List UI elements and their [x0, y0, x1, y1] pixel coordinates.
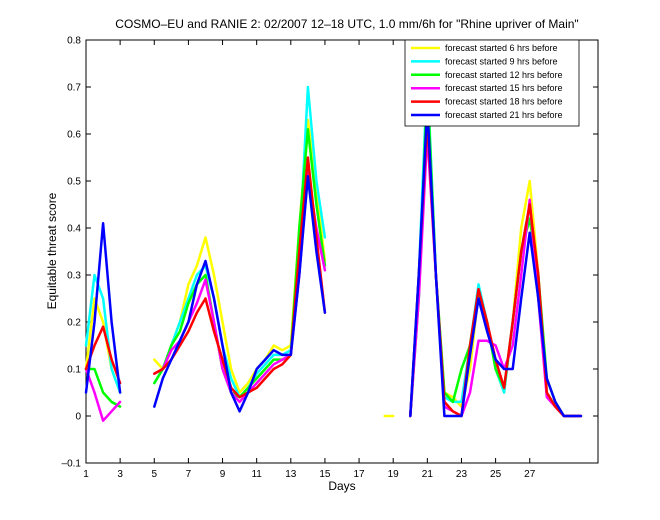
legend-label: forecast started 9 hrs before: [445, 56, 558, 66]
x-axis: 1 3 5 7 9 11 13 15 17 19 21 23 25 27: [83, 40, 536, 480]
legend-label: forecast started 21 hrs before: [445, 110, 563, 120]
y-tick-label: 0.3: [67, 271, 81, 282]
chart-title: COSMO–EU and RANIE 2: 02/2007 12–18 UTC,…: [115, 17, 578, 31]
y-tick-label: –0.1: [62, 459, 82, 470]
y-tick-label: 0.8: [67, 36, 81, 47]
legend-label: forecast started 12 hrs before: [445, 70, 563, 80]
x-tick-label: 25: [490, 469, 502, 480]
y-tick-label: 0.6: [67, 130, 81, 141]
x-tick-label: 7: [186, 469, 192, 480]
legend: forecast started 6 hrs before forecast st…: [404, 39, 580, 127]
series-line: [84, 104, 583, 418]
x-tick-label: 1: [83, 469, 89, 480]
x-tick-label: 3: [117, 469, 123, 480]
y-tick-label: 0.7: [67, 83, 81, 94]
legend-label: forecast started 15 hrs before: [445, 83, 563, 93]
x-tick-label: 15: [319, 469, 331, 480]
y-axis: –0.1 0 0.1 0.2 0.3 0.4 0.5 0.6 0.7 0.8: [62, 36, 598, 470]
x-tick-label: 9: [220, 469, 226, 480]
y-tick-label: 0.2: [67, 318, 81, 329]
y-axis-label: Equitable threat score: [45, 192, 59, 309]
x-tick-label: 19: [388, 469, 400, 480]
series-lines: [84, 71, 583, 422]
x-tick-label: 5: [151, 469, 157, 480]
x-axis-label: Days: [328, 479, 355, 493]
legend-label: forecast started 18 hrs before: [445, 97, 563, 107]
series-line: [84, 109, 583, 418]
y-tick-label: 0.4: [67, 224, 81, 235]
x-tick-label: 27: [524, 469, 536, 480]
y-tick-label: 0.5: [67, 177, 81, 188]
x-tick-label: 21: [422, 469, 434, 480]
legend-box: [404, 39, 580, 127]
x-tick-label: 17: [354, 469, 366, 480]
x-tick-label: 13: [285, 469, 297, 480]
y-tick-label: 0.1: [67, 365, 81, 376]
x-tick-label: 11: [251, 469, 262, 480]
legend-label: forecast started 6 hrs before: [445, 43, 558, 53]
x-tick-label: 23: [456, 469, 468, 480]
y-tick-label: 0: [75, 412, 81, 423]
